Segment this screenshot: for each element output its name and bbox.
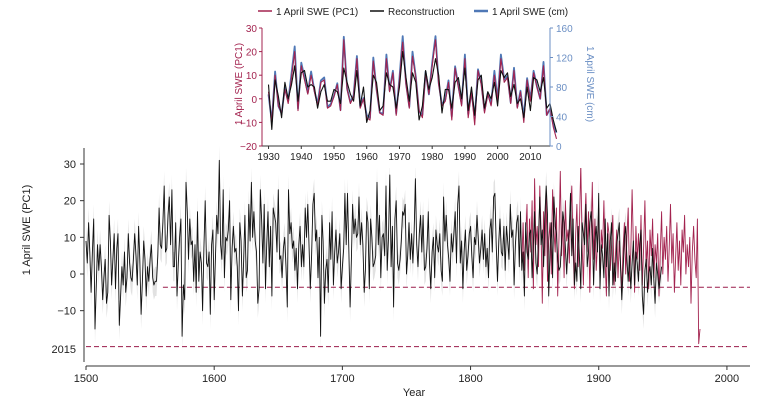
inset-x-tick-label: 1960 xyxy=(356,152,379,163)
x-tick-label: 1800 xyxy=(458,373,482,385)
inset-x-tick-label: 2010 xyxy=(519,152,542,163)
series-line-reconstruction xyxy=(85,159,663,337)
y-tick-label: 30 xyxy=(64,159,76,171)
inset-axes: 1930 1940 1950 1960 1970 1980 1990 2000 2010−20−… xyxy=(240,24,573,163)
inset-y2-tick-label: 0 xyxy=(556,142,562,153)
inset-y2-tick-label: 120 xyxy=(556,54,573,65)
reference-lines xyxy=(86,286,750,348)
inset-y-axis-label: 1 April SWE (PC1) xyxy=(234,43,245,125)
x-tick-label: 1600 xyxy=(202,373,226,385)
y-tick-label: −10 xyxy=(57,306,76,318)
y-axis-label: 1 April SWE (PC1) xyxy=(21,185,33,275)
uncertainty-band xyxy=(86,145,662,351)
inset-y-tick-label: −20 xyxy=(240,142,257,153)
series-line-1-april-swe-pc1- xyxy=(521,163,701,345)
legend-label: 1 April SWE (PC1) xyxy=(276,7,358,18)
legend-label: Reconstruction xyxy=(388,7,455,18)
inset-y-tick-label: 30 xyxy=(246,24,258,35)
inset-y2-axis-label: 1 April SWE (cm) xyxy=(584,46,595,122)
annotation-2015: 2015 xyxy=(52,344,76,356)
legend-label: 1 April SWE (cm) xyxy=(492,7,568,18)
inset-series-line-reconstruction xyxy=(267,51,558,132)
x-tick-label: 1900 xyxy=(586,373,610,385)
x-tick-label: 1500 xyxy=(74,373,98,385)
inset-x-tick-label: 2000 xyxy=(487,152,510,163)
inset-legend: 1 April SWE (PC1) Reconstruction 1 April S… xyxy=(258,7,568,18)
inset-y-tick-label: −10 xyxy=(240,118,257,129)
inset-x-tick-label: 1980 xyxy=(421,152,444,163)
x-tick-label: 1700 xyxy=(330,373,354,385)
inset-x-tick-label: 1970 xyxy=(388,152,411,163)
x-tick-label: 2000 xyxy=(715,373,739,385)
main-series-lines xyxy=(85,159,701,345)
inset-x-tick-label: 1930 xyxy=(257,152,280,163)
inset-x-tick-label: 1940 xyxy=(290,152,313,163)
uncertainty-band-area xyxy=(86,145,662,351)
y-tick-label: 10 xyxy=(64,232,76,244)
inset-x-tick-label: 1950 xyxy=(323,152,346,163)
inset-y2-tick-label: 40 xyxy=(556,113,568,124)
y-tick-label: 0 xyxy=(70,269,76,281)
inset-y-tick-label: 20 xyxy=(246,48,258,59)
inset-y2-tick-label: 160 xyxy=(556,24,573,35)
inset-y-tick-label: 10 xyxy=(246,71,258,82)
inset-series-lines xyxy=(267,35,558,140)
inset-x-tick-label: 1990 xyxy=(454,152,477,163)
y-tick-label: 20 xyxy=(64,196,76,208)
main-axes: 1500 1600 1700 1800 1900 2000 −10 0 10 20 30 xyxy=(57,148,750,385)
inset-y-tick-label: 0 xyxy=(251,95,257,106)
inset-y2-tick-label: 80 xyxy=(556,83,568,94)
x-axis-label: Year xyxy=(403,387,426,399)
